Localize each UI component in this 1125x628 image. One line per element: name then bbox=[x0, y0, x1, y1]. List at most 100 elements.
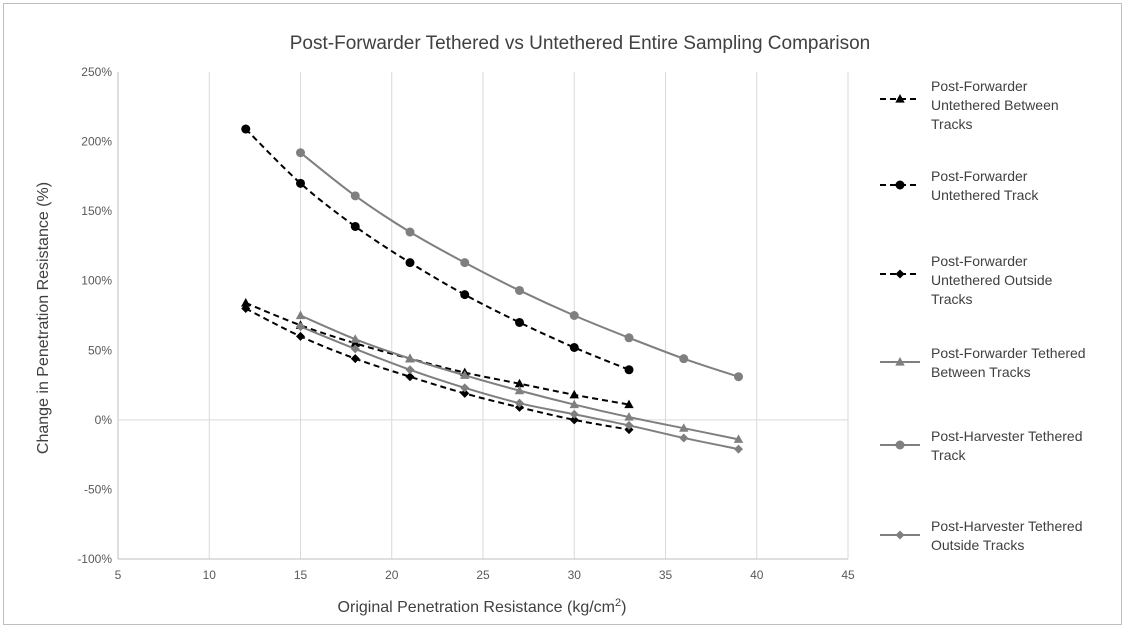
data-point bbox=[295, 310, 306, 320]
series-line bbox=[245, 302, 630, 406]
grid-lines bbox=[208, 72, 849, 559]
data-point bbox=[460, 388, 470, 398]
x-tick-labels: 5 10 15 20 25 30 35 40 45 bbox=[115, 568, 855, 582]
data-point bbox=[624, 420, 634, 430]
data-point bbox=[624, 412, 634, 421]
data-point bbox=[460, 370, 470, 379]
data-point bbox=[350, 334, 360, 343]
x-tick-label: 45 bbox=[841, 568, 855, 582]
chart-title: Post-Forwarder Tethered vs Untethered En… bbox=[290, 33, 870, 54]
axes bbox=[117, 72, 848, 560]
legend-label-line: Post-Forwarder bbox=[931, 168, 1028, 184]
data-point bbox=[679, 354, 689, 364]
data-point bbox=[679, 433, 689, 443]
legend-label: Post-Harvester Tethered Outside Tracks bbox=[931, 518, 1082, 553]
legend-label-line: Untethered Outside bbox=[931, 272, 1053, 288]
data-point bbox=[241, 304, 251, 314]
legend-label-line: Post-Forwarder bbox=[931, 253, 1028, 269]
series-line bbox=[300, 314, 739, 441]
x-axis-label-end: ) bbox=[621, 599, 626, 616]
data-point bbox=[569, 409, 579, 419]
x-tick-label: 30 bbox=[568, 568, 582, 582]
x-tick-label: 15 bbox=[294, 568, 308, 582]
series-layer bbox=[241, 124, 744, 454]
y-tick-label: 250% bbox=[81, 65, 112, 79]
y-tick-label: 50% bbox=[88, 343, 112, 357]
data-point bbox=[460, 258, 470, 268]
legend-item: Post-Forwarder Untethered Outside Tracks bbox=[880, 253, 1053, 307]
data-point bbox=[350, 221, 360, 231]
data-point bbox=[733, 434, 744, 443]
legend-item: Post-Harvester Tethered Outside Tracks bbox=[880, 518, 1082, 553]
chart-frame bbox=[3, 3, 1122, 625]
x-tick-label: 10 bbox=[203, 568, 217, 582]
series-5 bbox=[296, 148, 743, 382]
legend-label-line: Outside Tracks bbox=[931, 537, 1024, 553]
x-tick-label: 40 bbox=[750, 568, 764, 582]
legend-item: Post-Forwarder Untethered Track bbox=[880, 168, 1039, 203]
legend-label: Post-Forwarder Tethered Between Tracks bbox=[931, 345, 1086, 380]
y-tick-label: 200% bbox=[81, 135, 112, 149]
data-point bbox=[734, 372, 743, 382]
data-point bbox=[624, 365, 634, 375]
legend-item: Post-Harvester Tethered Track bbox=[880, 428, 1082, 463]
data-point bbox=[405, 372, 415, 382]
series-line bbox=[245, 307, 630, 431]
legend-label-line: Between Tracks bbox=[931, 364, 1031, 380]
x-tick-label: 20 bbox=[385, 568, 399, 582]
data-point bbox=[569, 343, 579, 353]
legend-label-line: Untethered Between bbox=[931, 97, 1059, 113]
data-point bbox=[515, 317, 524, 327]
x-axis-label: Original Penetration Resistance (kg/cm2) bbox=[338, 597, 627, 616]
x-tick-label: 5 bbox=[115, 568, 122, 582]
legend-item: Post-Forwarder Untethered Between Tracks bbox=[880, 78, 1059, 132]
y-tick-labels: -100% -50% 0% 50% 100% 150% 200% 250% bbox=[77, 65, 112, 566]
data-point bbox=[515, 285, 524, 295]
data-point bbox=[514, 378, 525, 388]
series-6 bbox=[296, 322, 743, 454]
data-point bbox=[296, 331, 305, 341]
data-point bbox=[296, 322, 305, 332]
data-point bbox=[569, 311, 579, 320]
legend-marker bbox=[895, 269, 905, 279]
series-4 bbox=[295, 310, 744, 443]
legend-label-line: Post-Harvester Tethered bbox=[931, 518, 1082, 534]
legend-label-line: Untethered Track bbox=[931, 187, 1039, 203]
series-2 bbox=[241, 124, 634, 375]
legend-marker bbox=[895, 357, 905, 366]
legend-label-line: Tracks bbox=[931, 116, 972, 132]
data-point bbox=[734, 444, 743, 454]
legend-label-line: Post-Forwarder bbox=[931, 78, 1028, 94]
y-axis-label: Change in Penetration Resistance (%) bbox=[35, 182, 52, 454]
legend-label: Post-Forwarder Untethered Between Tracks bbox=[931, 78, 1059, 132]
series-line bbox=[245, 128, 630, 371]
data-point bbox=[569, 399, 579, 409]
data-point bbox=[350, 191, 360, 201]
data-point bbox=[405, 227, 415, 237]
legend-marker bbox=[895, 440, 905, 450]
y-tick-label: -100% bbox=[77, 552, 112, 566]
legend-label-line: Track bbox=[931, 447, 966, 463]
x-axis-label-main: Original Penetration Resistance (kg/cm bbox=[338, 599, 615, 616]
data-point bbox=[241, 124, 251, 134]
data-point bbox=[405, 258, 415, 268]
legend-marker bbox=[895, 94, 905, 103]
y-tick-label: 100% bbox=[81, 274, 112, 288]
data-point bbox=[624, 333, 634, 343]
data-point bbox=[460, 383, 470, 393]
data-point bbox=[350, 344, 360, 354]
y-tick-label: 150% bbox=[81, 204, 112, 218]
legend: Post-Forwarder Untethered Between TracksPo… bbox=[880, 78, 1086, 553]
legend-item: Post-Forwarder Tethered Between Tracks bbox=[880, 345, 1086, 380]
y-tick-label: -50% bbox=[84, 482, 112, 496]
legend-label-line: Post-Forwarder Tethered bbox=[931, 345, 1086, 361]
data-point bbox=[679, 423, 689, 432]
data-point bbox=[515, 398, 524, 408]
data-point bbox=[296, 178, 305, 188]
data-point bbox=[405, 365, 415, 375]
legend-label-line: Tracks bbox=[931, 291, 972, 307]
data-point bbox=[241, 298, 251, 307]
data-point bbox=[296, 148, 305, 158]
data-point bbox=[460, 290, 470, 300]
legend-marker bbox=[895, 530, 905, 540]
